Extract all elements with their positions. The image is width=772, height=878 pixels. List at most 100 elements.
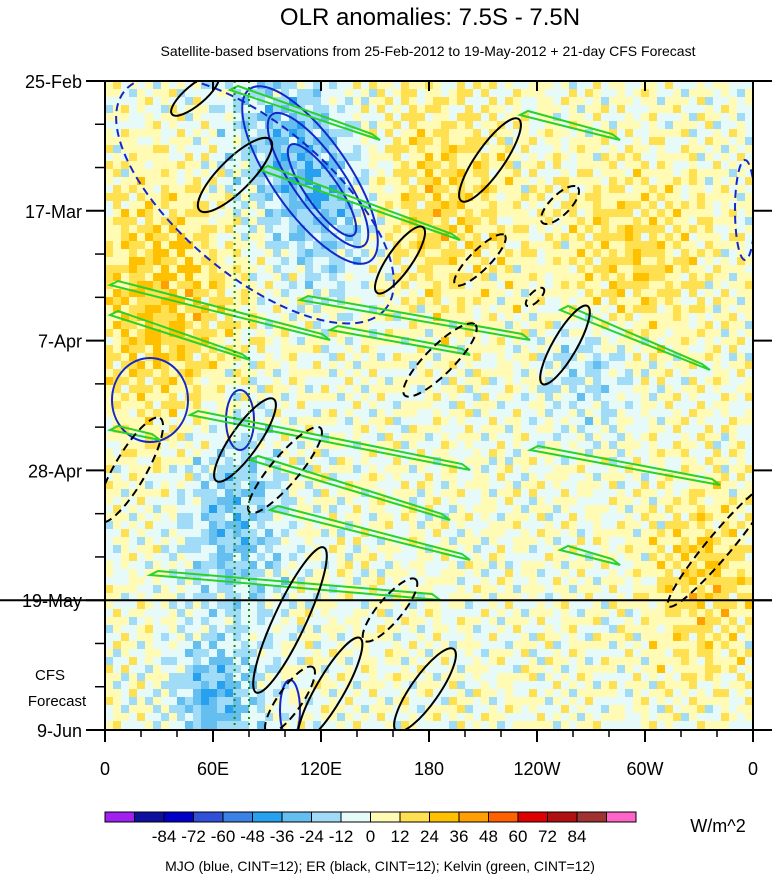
field-cell (681, 441, 690, 450)
field-cell (281, 177, 290, 186)
field-cell (601, 497, 610, 506)
field-cell (193, 321, 202, 330)
field-cell (425, 465, 434, 474)
field-cell (201, 169, 210, 178)
field-cell (153, 449, 162, 458)
field-cell (617, 161, 626, 170)
field-cell (625, 289, 634, 298)
field-cell (193, 441, 202, 450)
field-cell (505, 97, 514, 106)
field-cell (233, 353, 242, 362)
field-cell (297, 457, 306, 466)
field-cell (177, 345, 186, 354)
field-cell (265, 361, 274, 370)
field-cell (201, 489, 210, 498)
field-cell (593, 129, 602, 138)
field-cell (209, 489, 218, 498)
field-cell (481, 169, 490, 178)
field-cell (353, 153, 362, 162)
field-cell (425, 89, 434, 98)
field-cell (713, 129, 722, 138)
field-cell (513, 513, 522, 522)
field-cell (377, 553, 386, 562)
field-cell (745, 81, 753, 90)
field-cell (137, 417, 146, 426)
field-cell (593, 545, 602, 554)
field-cell (633, 441, 642, 450)
field-cell (553, 113, 562, 122)
field-cell (689, 401, 698, 410)
field-cell (281, 409, 290, 418)
field-cell (361, 321, 370, 330)
field-cell (377, 97, 386, 106)
field-cell (569, 465, 578, 474)
field-cell (161, 89, 170, 98)
field-cell (297, 137, 306, 146)
field-cell (153, 441, 162, 450)
field-cell (601, 305, 610, 314)
field-cell (553, 529, 562, 538)
field-cell (697, 313, 706, 322)
field-cell (513, 209, 522, 218)
field-cell (433, 361, 442, 370)
field-cell (665, 401, 674, 410)
field-cell (305, 529, 314, 538)
field-cell (121, 425, 130, 434)
field-cell (297, 289, 306, 298)
field-cell (289, 489, 298, 498)
field-cell (377, 409, 386, 418)
field-cell (553, 193, 562, 202)
field-cell (233, 449, 242, 458)
field-cell (185, 137, 194, 146)
field-cell (521, 193, 530, 202)
field-cell (313, 233, 322, 242)
field-cell (449, 345, 458, 354)
field-cell (185, 473, 194, 482)
field-cell (297, 473, 306, 482)
field-cell (305, 457, 314, 466)
field-cell (625, 433, 634, 442)
field-cell (313, 137, 322, 146)
field-cell (313, 433, 322, 442)
field-cell (129, 545, 138, 554)
field-cell (601, 529, 610, 538)
field-cell (481, 217, 490, 226)
field-cell (241, 81, 250, 90)
field-cell (473, 185, 482, 194)
field-cell (625, 281, 634, 290)
field-cell (713, 121, 722, 130)
field-cell (425, 129, 434, 138)
field-cell (241, 105, 250, 114)
field-cell (217, 441, 226, 450)
field-cell (217, 377, 226, 386)
field-cell (201, 161, 210, 170)
field-cell (601, 337, 610, 346)
field-cell (305, 265, 314, 274)
field-cell (633, 81, 642, 90)
field-cell (177, 441, 186, 450)
field-cell (569, 241, 578, 250)
field-cell (193, 409, 202, 418)
field-cell (313, 265, 322, 274)
field-cell (273, 305, 282, 314)
field-cell (425, 305, 434, 314)
field-cell (617, 217, 626, 226)
field-cell (545, 497, 554, 506)
field-cell (537, 497, 546, 506)
field-cell (601, 177, 610, 186)
field-cell (169, 505, 178, 514)
field-cell (745, 297, 753, 306)
field-cell (537, 161, 546, 170)
field-cell (609, 225, 618, 234)
field-cell (361, 401, 370, 410)
field-cell (137, 217, 146, 226)
field-cell (313, 121, 322, 130)
field-cell (417, 473, 426, 482)
field-cell (569, 129, 578, 138)
field-cell (177, 361, 186, 370)
field-cell (249, 561, 258, 570)
field-cell (345, 489, 354, 498)
field-cell (665, 281, 674, 290)
field-cell (697, 81, 706, 90)
field-cell (217, 553, 226, 562)
